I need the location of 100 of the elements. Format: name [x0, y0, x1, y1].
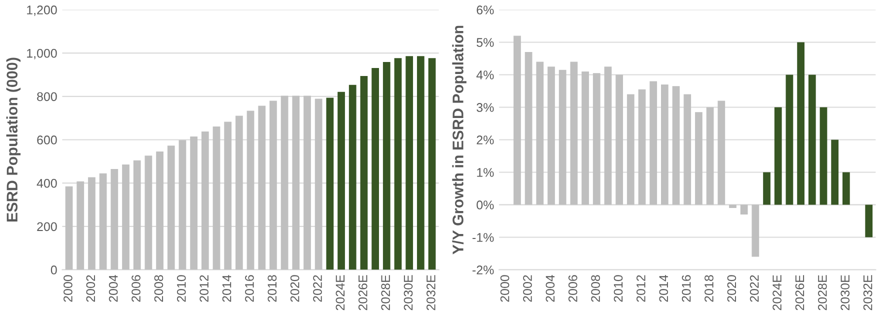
bar: [144, 156, 152, 270]
bar: [314, 98, 322, 270]
x-tick-label: 2020: [290, 275, 300, 302]
y-tick-label: 3%: [476, 103, 494, 112]
bar: [672, 86, 680, 205]
x-tick-label: 2012: [636, 275, 646, 302]
x-tick-label: 2030E: [404, 275, 413, 310]
bar: [752, 204, 760, 257]
x-tick-label: 2016: [682, 275, 691, 302]
bar: [536, 62, 544, 205]
y-tick-label: 800: [37, 92, 57, 102]
bar: [808, 74, 816, 205]
x-tick-label: 2026E: [358, 275, 368, 310]
y-tick-label: 1%: [477, 168, 494, 177]
bar: [582, 72, 589, 205]
bar: [270, 100, 277, 270]
x-tick-label: 2022: [313, 275, 322, 302]
bar: [292, 96, 300, 270]
bar: [592, 73, 600, 205]
bar: [201, 132, 209, 270]
bar: [786, 74, 794, 205]
x-tick-label: 2022: [750, 275, 759, 302]
bar: [110, 169, 118, 270]
bar: [246, 110, 254, 270]
bar: [280, 96, 288, 270]
x-tick-label: 2012: [200, 275, 209, 302]
x-tick-label: 2002: [86, 275, 96, 302]
bar: [65, 186, 73, 270]
x-tick-label: 2026E: [795, 275, 804, 310]
x-tick-label: 2018: [268, 275, 277, 302]
x-tick-label: 2014: [659, 274, 668, 302]
x-tick-label: 2024E: [336, 275, 345, 310]
bar: [304, 96, 311, 270]
bar: [865, 204, 873, 238]
x-tick-label: 2020: [727, 275, 736, 302]
bar: [88, 177, 96, 270]
bar: [382, 62, 390, 270]
bar: [348, 84, 356, 270]
x-tick-label: 2006: [568, 275, 578, 302]
bar: [729, 204, 736, 208]
y-axis-title: Y/Y Growth in ESRD Population: [452, 26, 466, 254]
x-tick-label: 2028E: [818, 275, 827, 310]
bar: [695, 112, 702, 205]
bar: [842, 172, 850, 205]
bar: [650, 81, 658, 205]
y-tick-label: 600: [37, 136, 57, 144]
y-tick-label: 2%: [476, 136, 494, 144]
bar: [394, 58, 402, 270]
y-tick-label: -1%: [472, 233, 494, 242]
x-tick-label: 2018: [704, 275, 714, 302]
bar: [604, 66, 612, 205]
bar: [514, 36, 521, 205]
bar: [212, 126, 220, 270]
bar: [416, 56, 424, 270]
x-tick-label: 2032E: [426, 275, 436, 310]
bar: [774, 107, 782, 205]
bar: [570, 62, 578, 205]
bar: [178, 140, 186, 270]
x-tick-label: 2004: [108, 274, 118, 302]
bar: [406, 56, 414, 270]
bar: [660, 84, 668, 205]
bar: [167, 146, 175, 270]
x-tick-label: 2006: [132, 275, 140, 302]
y-tick-label: 5%: [476, 38, 494, 47]
y-tick-label: 1,000: [27, 48, 57, 60]
bar: [122, 164, 130, 270]
y-tick-label: 1,200: [27, 6, 57, 16]
x-tick-label: 2004: [546, 274, 555, 302]
bar: [190, 136, 198, 270]
bar: [638, 89, 646, 205]
bar: [372, 68, 379, 270]
bar: [76, 181, 84, 270]
y-tick-label: 200: [37, 222, 57, 232]
x-tick-label: 2000: [500, 275, 510, 302]
bar: [338, 92, 345, 270]
y-tick-label: 0: [50, 266, 57, 274]
x-tick-label: 2030E: [840, 275, 850, 310]
y-axis-title: ESRD Population (000): [6, 58, 21, 222]
bar: [558, 70, 566, 205]
bar: [740, 204, 748, 214]
x-tick-label: 2002: [523, 275, 532, 302]
bar: [626, 94, 634, 205]
bar: [718, 100, 726, 205]
bar: [235, 116, 243, 270]
y-tick-label: 6%: [476, 6, 494, 14]
bar: [706, 107, 714, 205]
bar: [820, 107, 828, 205]
bar: [360, 76, 368, 270]
bar: [156, 151, 164, 270]
x-tick-label: 2010: [176, 275, 186, 302]
bar: [133, 160, 141, 270]
bar: [428, 58, 436, 270]
bar: [224, 122, 232, 270]
x-tick-label: 2008: [154, 275, 164, 302]
x-tick-label: 2014: [222, 274, 232, 302]
bar: [326, 98, 334, 270]
x-tick-label: 2008: [591, 275, 600, 302]
x-tick-label: 2010: [614, 275, 623, 302]
x-tick-label: 2024E: [772, 275, 782, 310]
y-tick-label: -2%: [472, 266, 494, 274]
